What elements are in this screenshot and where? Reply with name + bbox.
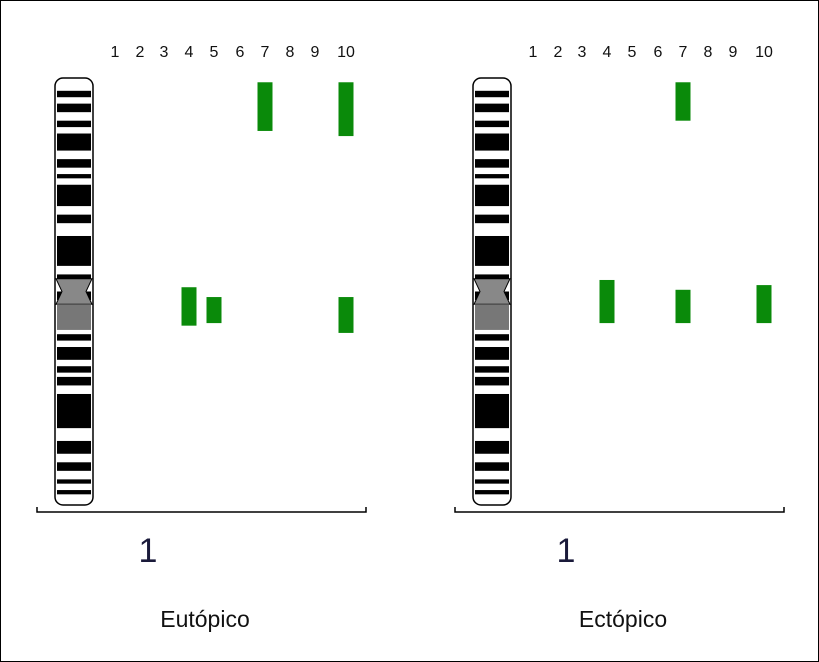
column-label: 1 bbox=[529, 44, 538, 61]
frame bbox=[1, 1, 819, 662]
band bbox=[475, 134, 509, 151]
band bbox=[57, 274, 91, 278]
panel-title: Ectópico bbox=[579, 606, 667, 632]
panel-title: Eutópico bbox=[160, 606, 250, 632]
column-label: 3 bbox=[160, 44, 169, 61]
column-label: 2 bbox=[554, 44, 563, 61]
column-label: 4 bbox=[185, 44, 194, 61]
band bbox=[475, 366, 509, 372]
band bbox=[57, 215, 91, 224]
band bbox=[475, 104, 509, 113]
band bbox=[475, 91, 509, 97]
column-label: 3 bbox=[578, 44, 587, 61]
column-label: 8 bbox=[704, 44, 713, 61]
segment bbox=[600, 280, 615, 323]
column-label: 6 bbox=[654, 44, 663, 61]
band bbox=[57, 462, 91, 471]
band bbox=[57, 174, 91, 178]
band bbox=[475, 441, 509, 454]
column-label: 5 bbox=[628, 44, 637, 61]
column-label: 9 bbox=[729, 44, 738, 61]
band bbox=[475, 479, 509, 483]
column-label: 1 bbox=[111, 44, 120, 61]
band bbox=[475, 215, 509, 224]
band bbox=[475, 185, 509, 206]
segment bbox=[207, 297, 222, 323]
segment bbox=[182, 287, 197, 325]
segment bbox=[676, 82, 691, 120]
band bbox=[475, 236, 509, 266]
page: 123456789101Eutópico123456789101Ectópico… bbox=[0, 0, 819, 662]
band bbox=[475, 462, 509, 471]
band bbox=[57, 334, 91, 340]
chromosome-ideogram bbox=[473, 78, 511, 505]
band bbox=[475, 377, 509, 386]
band bbox=[57, 347, 91, 360]
figure: 123456789101Eutópico123456789101Ectópico bbox=[0, 0, 819, 662]
chromosome-ideogram bbox=[55, 78, 93, 505]
band bbox=[57, 490, 91, 494]
band bbox=[57, 91, 91, 97]
band bbox=[57, 479, 91, 483]
column-label: 5 bbox=[210, 44, 219, 61]
band bbox=[57, 185, 91, 206]
band bbox=[475, 159, 509, 168]
column-label: 10 bbox=[755, 44, 773, 61]
column-label: 6 bbox=[236, 44, 245, 61]
band bbox=[57, 366, 91, 372]
column-label: 7 bbox=[679, 44, 688, 61]
band bbox=[475, 174, 509, 178]
column-label: 10 bbox=[337, 44, 355, 61]
band bbox=[475, 490, 509, 494]
column-label: 7 bbox=[261, 44, 270, 61]
band bbox=[57, 236, 91, 266]
column-label: 9 bbox=[311, 44, 320, 61]
chromosome-label: 1 bbox=[139, 532, 158, 570]
column-label: 2 bbox=[136, 44, 145, 61]
band bbox=[475, 347, 509, 360]
band bbox=[475, 274, 509, 278]
segment bbox=[339, 82, 354, 136]
segment bbox=[676, 290, 691, 323]
column-label: 4 bbox=[603, 44, 612, 61]
heterochromatin bbox=[57, 304, 91, 330]
band bbox=[57, 121, 91, 127]
chromosome-label: 1 bbox=[557, 532, 576, 570]
band bbox=[57, 159, 91, 168]
band bbox=[57, 394, 91, 428]
column-label: 8 bbox=[286, 44, 295, 61]
band bbox=[57, 441, 91, 454]
segment bbox=[757, 285, 772, 323]
segment bbox=[339, 297, 354, 333]
segment bbox=[258, 82, 273, 131]
heterochromatin bbox=[475, 304, 509, 330]
band bbox=[57, 134, 91, 151]
band bbox=[475, 121, 509, 127]
band bbox=[475, 334, 509, 340]
band bbox=[57, 104, 91, 113]
band bbox=[475, 394, 509, 428]
band bbox=[57, 377, 91, 386]
